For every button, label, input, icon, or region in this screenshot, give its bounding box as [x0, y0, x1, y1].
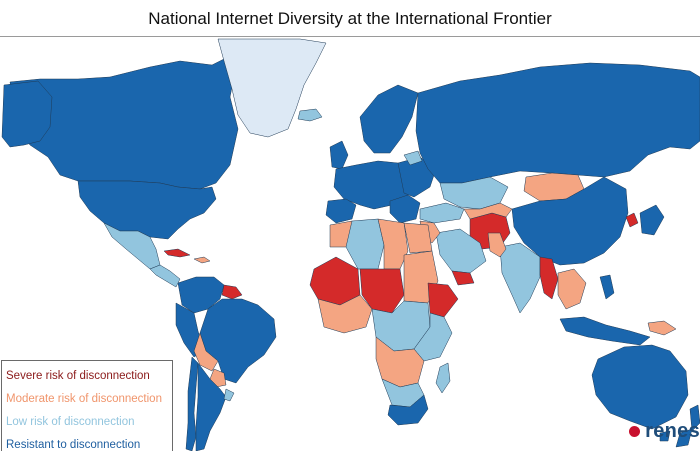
map-title: National Internet Diversity at the Inter…	[148, 9, 552, 28]
country-saudi-arabia	[435, 228, 487, 274]
country-central-asia	[463, 202, 513, 220]
country-yemen	[451, 270, 475, 286]
logo-dot-icon	[629, 425, 641, 437]
country-usa	[77, 180, 217, 240]
country-uruguay	[223, 388, 235, 402]
legend-item-low: Low risk of disconnection	[6, 416, 135, 428]
country-papua	[647, 320, 677, 336]
country-algeria	[345, 218, 385, 270]
country-myanmar	[539, 256, 559, 300]
country-madagascar	[435, 362, 451, 394]
country-central-america	[149, 264, 181, 288]
map-legend: Severe risk of disconnection Moderate ri…	[1, 360, 173, 451]
renesys-logo: renes	[629, 419, 700, 443]
country-indochina	[557, 268, 587, 310]
legend-item-resistant: Resistant to disconnection	[6, 439, 141, 451]
country-south-africa	[387, 394, 429, 426]
country-argentina	[195, 362, 227, 451]
country-tasmania	[659, 430, 671, 442]
country-scandinavia	[359, 84, 419, 154]
country-balkans	[389, 194, 421, 224]
country-west-africa	[317, 294, 373, 334]
country-new-zealand-south	[675, 428, 693, 448]
country-egypt	[403, 222, 433, 254]
country-korea-japan	[639, 204, 665, 236]
country-uk	[329, 140, 349, 170]
world-map-svg	[1, 38, 700, 451]
country-east-africa	[413, 312, 453, 362]
country-niger-chad	[359, 268, 405, 314]
country-china	[511, 176, 629, 266]
country-philippines	[599, 274, 615, 300]
country-new-zealand	[689, 404, 700, 432]
legend-item-severe: Severe risk of disconnection	[6, 370, 150, 382]
country-canada	[9, 56, 239, 190]
country-pakistan	[487, 232, 507, 258]
country-india	[499, 242, 541, 314]
country-malaysia-indonesia	[559, 316, 651, 346]
country-colombia-venezuela	[177, 276, 225, 314]
world-map: Severe risk of disconnection Moderate ri…	[0, 36, 700, 451]
country-alaska	[1, 80, 53, 148]
country-guianas	[221, 284, 243, 300]
country-greenland	[217, 38, 327, 138]
legend-item-moderate: Moderate risk of disconnection	[6, 393, 162, 405]
country-north-korea	[625, 212, 639, 228]
country-bolivia	[193, 332, 219, 372]
country-chile	[185, 356, 199, 451]
country-cuba	[163, 248, 191, 258]
country-ethiopia	[427, 282, 459, 318]
country-turkey	[419, 202, 465, 224]
country-russia	[415, 62, 700, 184]
country-hispaniola	[193, 256, 211, 264]
country-paraguay	[209, 368, 227, 388]
country-iberia	[325, 198, 357, 224]
country-australia	[591, 344, 689, 430]
country-iceland	[297, 108, 323, 122]
country-mauritania-mali	[309, 256, 361, 306]
country-belarus	[403, 150, 423, 166]
logo-text: renes	[645, 419, 700, 442]
